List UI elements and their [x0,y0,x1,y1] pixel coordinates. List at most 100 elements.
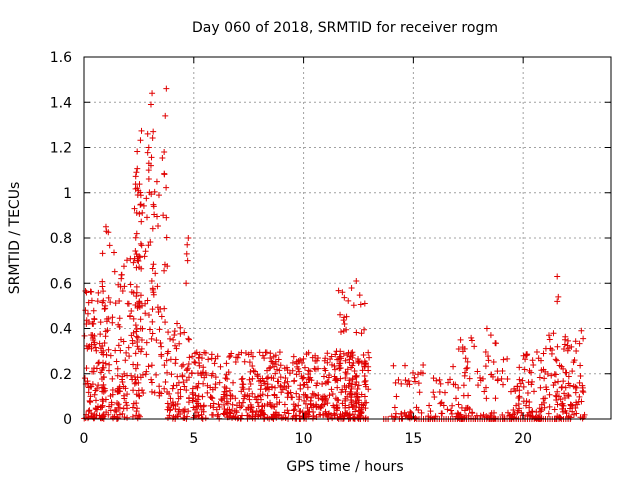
data-point [246,385,253,392]
data-point [344,352,351,359]
data-point [481,388,488,395]
data-point [295,365,302,372]
data-point [154,213,161,220]
data-point [296,368,303,375]
data-point [464,358,471,365]
data-point [215,401,222,408]
data-point [142,300,149,307]
data-point [148,154,155,161]
data-point [239,412,246,419]
data-point [124,414,131,421]
data-point [99,367,106,374]
data-point [527,412,534,419]
data-point [278,415,285,422]
data-point [522,356,529,363]
data-point [494,376,501,383]
data-point [100,374,107,381]
data-point [526,367,533,374]
data-point [88,341,95,348]
data-point [332,351,339,358]
data-point [341,314,348,321]
data-point [241,358,248,365]
data-point [333,407,340,414]
data-point [341,320,348,327]
data-point [340,350,347,357]
data-point [271,403,278,410]
data-point [487,412,494,419]
data-point [132,301,139,308]
data-point [555,293,562,300]
data-point [147,239,154,246]
data-point [169,385,176,392]
data-point [229,401,236,408]
data-point [164,369,171,376]
data-point [88,331,95,338]
data-point [349,352,356,359]
data-point [134,148,141,155]
data-point [402,377,409,384]
data-point [233,409,240,416]
data-point [148,362,155,369]
data-point [238,403,245,410]
data-point [464,364,471,371]
data-point [439,410,446,417]
data-point [189,370,196,377]
data-point [560,346,567,353]
data-point [410,369,417,376]
data-point [247,381,254,388]
y-tick-label: 0.2 [50,367,72,383]
data-point [132,185,139,192]
data-point [540,395,547,402]
data-point [319,396,326,403]
data-point [151,389,158,396]
data-point [138,127,145,134]
data-point [462,355,469,362]
data-point [354,393,361,400]
data-point [222,388,229,395]
data-point [249,390,256,397]
data-point [578,327,585,334]
data-point [230,379,237,386]
data-point [560,365,567,372]
data-point [291,406,298,413]
data-point [94,298,101,305]
data-point [257,386,264,393]
data-point [153,371,160,378]
data-point [212,355,219,362]
data-point [267,399,274,406]
data-point [295,358,302,365]
data-point [509,411,516,418]
data-point [238,349,245,356]
data-point [347,388,354,395]
data-point [173,413,180,420]
data-point [444,406,451,413]
data-point [148,278,155,284]
data-point [101,339,108,346]
data-point [309,390,316,397]
data-point [303,394,310,401]
data-point [569,368,576,375]
data-point [139,325,146,332]
data-point [109,314,116,321]
data-point [479,375,486,382]
data-point [192,392,199,399]
data-point [277,362,284,369]
data-point [516,405,523,412]
data-point [559,408,566,415]
data-point [348,364,355,371]
data-point [270,414,277,421]
data-point [334,384,341,391]
data-point [201,349,208,356]
data-point [133,169,140,176]
data-point [436,376,443,383]
data-point [223,392,230,399]
data-point [149,265,156,272]
data-point [452,395,459,402]
data-point [105,411,112,418]
data-point [523,398,530,405]
data-point [123,349,130,356]
data-point [416,389,423,396]
data-point [103,318,110,325]
data-point [419,370,426,377]
data-point [334,414,341,421]
